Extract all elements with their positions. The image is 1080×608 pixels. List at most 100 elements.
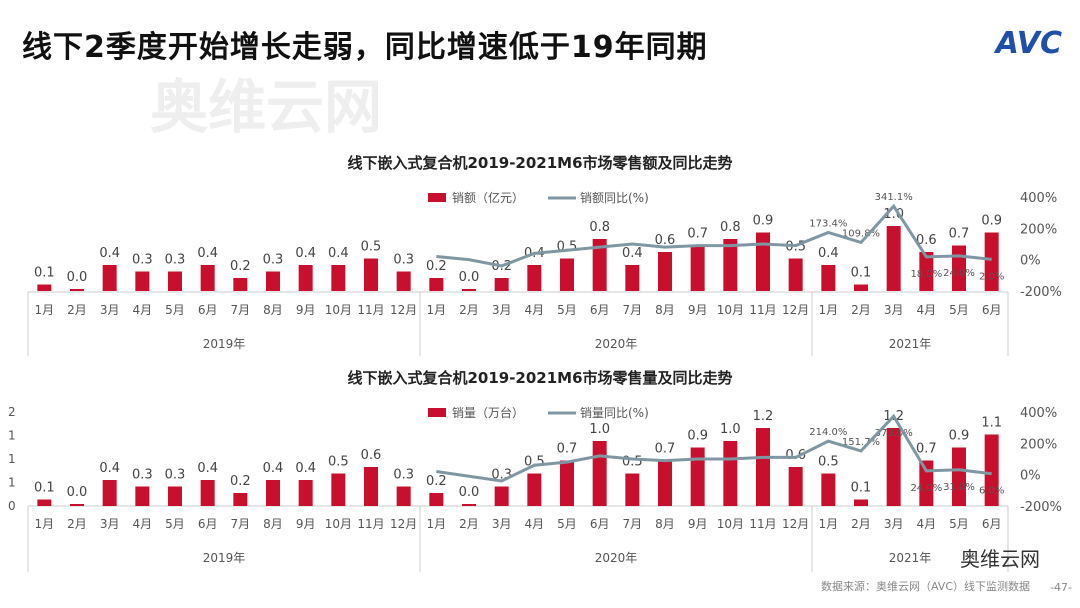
legend-line-label: 销量同比(%): [580, 406, 649, 420]
bar-value-label: 0.2: [230, 474, 251, 489]
x-tick: 9月: [296, 303, 316, 317]
bar-value-label: 0.2: [426, 259, 447, 274]
yoy-label: 341.1%: [875, 192, 913, 203]
yoy-label: 2.0%: [979, 271, 1004, 282]
bar: [886, 428, 901, 506]
yoy-label: 214.0%: [809, 427, 847, 438]
bar-value-label: 0.3: [263, 253, 284, 268]
bar-value-label: 0.5: [328, 455, 349, 470]
y2-tick: -200%: [1020, 500, 1062, 515]
bar-value-label: 0.0: [67, 270, 88, 285]
bar: [331, 265, 346, 291]
bar: [723, 239, 738, 291]
x-tick: 8月: [655, 303, 675, 317]
bar: [298, 265, 313, 291]
yoy-label: 151.7%: [842, 437, 880, 448]
y2-tick: 400%: [1020, 406, 1057, 421]
bar-value-label: 0.2: [426, 474, 447, 489]
bar: [494, 278, 509, 291]
yoy-label: 373.0%: [875, 428, 913, 439]
bar: [233, 278, 248, 291]
bar: [886, 226, 901, 291]
x-tick: 1月: [35, 517, 55, 531]
bar-value-label: 0.5: [361, 240, 382, 255]
yoy-line: [436, 413, 992, 483]
x-tick: 4月: [133, 303, 153, 317]
legend-bar-label: 销量（万台）: [452, 405, 524, 420]
bar: [984, 434, 999, 506]
y-tick: 1: [8, 429, 16, 443]
bar-value-label: 0.3: [132, 253, 153, 268]
x-tick: 7月: [623, 517, 643, 531]
x-tick: 1月: [427, 303, 447, 317]
yoy-label: 24.0%: [943, 268, 975, 279]
avc-logo: AVC: [995, 26, 1062, 61]
x-tick: 7月: [623, 303, 643, 317]
bar: [821, 265, 836, 291]
bar: [200, 265, 215, 291]
bar: [854, 284, 868, 291]
bar: [70, 289, 84, 291]
x-tick: 2月: [459, 303, 479, 317]
bar-value-label: 0.4: [197, 246, 218, 261]
bar: [690, 447, 705, 506]
x-tick: 6月: [982, 303, 1002, 317]
wechat-label: 奥维云网: [960, 547, 1040, 571]
bar-value-label: 0.3: [132, 468, 153, 483]
bar: [592, 239, 607, 291]
bar: [658, 252, 672, 291]
x-tick: 1月: [819, 517, 839, 531]
bar-value-label: 0.8: [720, 220, 741, 235]
bar: [952, 447, 966, 506]
bar: [266, 480, 280, 506]
x-tick: 10月: [325, 517, 352, 531]
bar: [560, 258, 574, 291]
bar: [200, 480, 215, 506]
yoy-label: 31.0%: [943, 482, 975, 493]
bar: [756, 428, 770, 506]
bar: [102, 480, 117, 506]
bar: [658, 460, 672, 506]
bar: [102, 265, 117, 291]
bar: [494, 486, 509, 506]
bar-value-label: 0.1: [851, 266, 872, 281]
bar-value-label: 0.1: [851, 481, 872, 496]
x-tick: 5月: [557, 517, 577, 531]
x-tick: 5月: [165, 303, 185, 317]
bar: [919, 252, 934, 291]
x-tick: 6月: [982, 517, 1002, 531]
x-tick: 8月: [263, 517, 283, 531]
x-tick: 3月: [492, 517, 512, 531]
x-tick: 3月: [100, 517, 120, 531]
y-tick: 2: [8, 405, 16, 419]
source-note: 数据来源：奥维云网（AVC）线下监测数据: [820, 580, 1030, 593]
legend-bar-swatch: [428, 193, 446, 202]
x-tick: 7月: [231, 303, 251, 317]
bar-value-label: 0.4: [99, 246, 120, 261]
bar-value-label: 0.4: [295, 461, 316, 476]
y2-tick: 200%: [1020, 437, 1057, 452]
bar: [854, 499, 868, 506]
yoy-label: 24.0%: [910, 483, 942, 494]
bar-value-label: 0.3: [393, 468, 414, 483]
bar-value-label: 0.4: [328, 246, 349, 261]
x-tick: 2月: [67, 303, 87, 317]
bar: [364, 467, 378, 506]
bar: [233, 493, 248, 506]
bar-value-label: 0.4: [295, 246, 316, 261]
bar: [135, 271, 150, 291]
x-tick: 3月: [884, 303, 904, 317]
x-tick: 2月: [459, 517, 479, 531]
bar-value-label: 0.4: [263, 461, 284, 476]
bar: [462, 504, 476, 506]
x-tick: 12月: [390, 517, 417, 531]
y2-tick: 0%: [1020, 254, 1041, 269]
page-number: -47-: [1050, 581, 1072, 594]
bar: [592, 441, 607, 506]
y2-tick: 400%: [1020, 191, 1057, 206]
bar: [70, 504, 84, 506]
bar-value-label: 0.0: [459, 270, 480, 285]
bar: [266, 271, 280, 291]
x-tick: 11月: [749, 517, 776, 531]
